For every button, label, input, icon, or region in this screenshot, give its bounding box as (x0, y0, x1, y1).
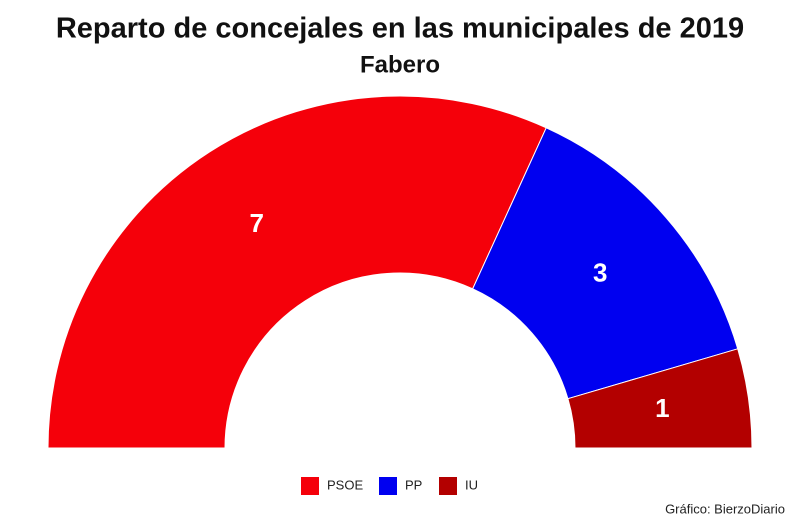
legend-label: PSOE (327, 477, 363, 492)
chart-subtitle: Fabero (360, 51, 440, 78)
data-label: 1 (655, 393, 669, 423)
legend-swatch (379, 477, 397, 495)
data-label: 3 (593, 257, 607, 287)
wedge (567, 348, 753, 449)
legend-swatch (439, 477, 457, 495)
legend-label: PP (405, 477, 422, 492)
legend-swatch (301, 477, 319, 495)
data-label: 7 (249, 208, 263, 238)
chart-title: Reparto de concejales en las municipales… (56, 13, 744, 45)
legend-label: IU (465, 477, 478, 492)
wedge (47, 95, 547, 449)
wedge (472, 127, 739, 400)
source: Gráfico: BierzoDiario (665, 501, 785, 516)
